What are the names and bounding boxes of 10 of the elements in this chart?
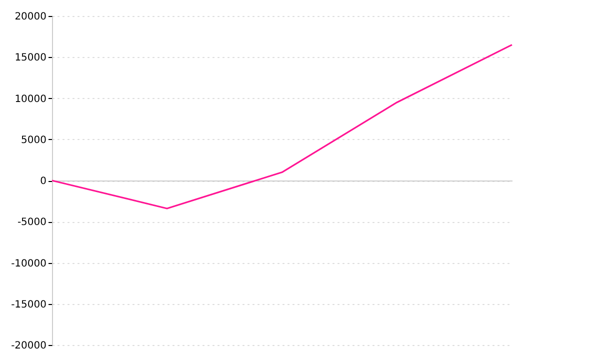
y-tick-label: 5000 bbox=[21, 134, 46, 146]
y-tick-label: 0 bbox=[40, 176, 46, 187]
y-tick-label: 15000 bbox=[14, 52, 46, 64]
line-series bbox=[51, 44, 513, 210]
y-tick-label: 10000 bbox=[14, 94, 46, 105]
y-tick-label: 20000 bbox=[14, 12, 46, 22]
y-tick-label: -15000 bbox=[11, 299, 46, 310]
y-tick-label: -5000 bbox=[17, 217, 46, 228]
y-tick-label: -20000 bbox=[11, 340, 46, 352]
y-tick-label: -10000 bbox=[11, 258, 46, 270]
